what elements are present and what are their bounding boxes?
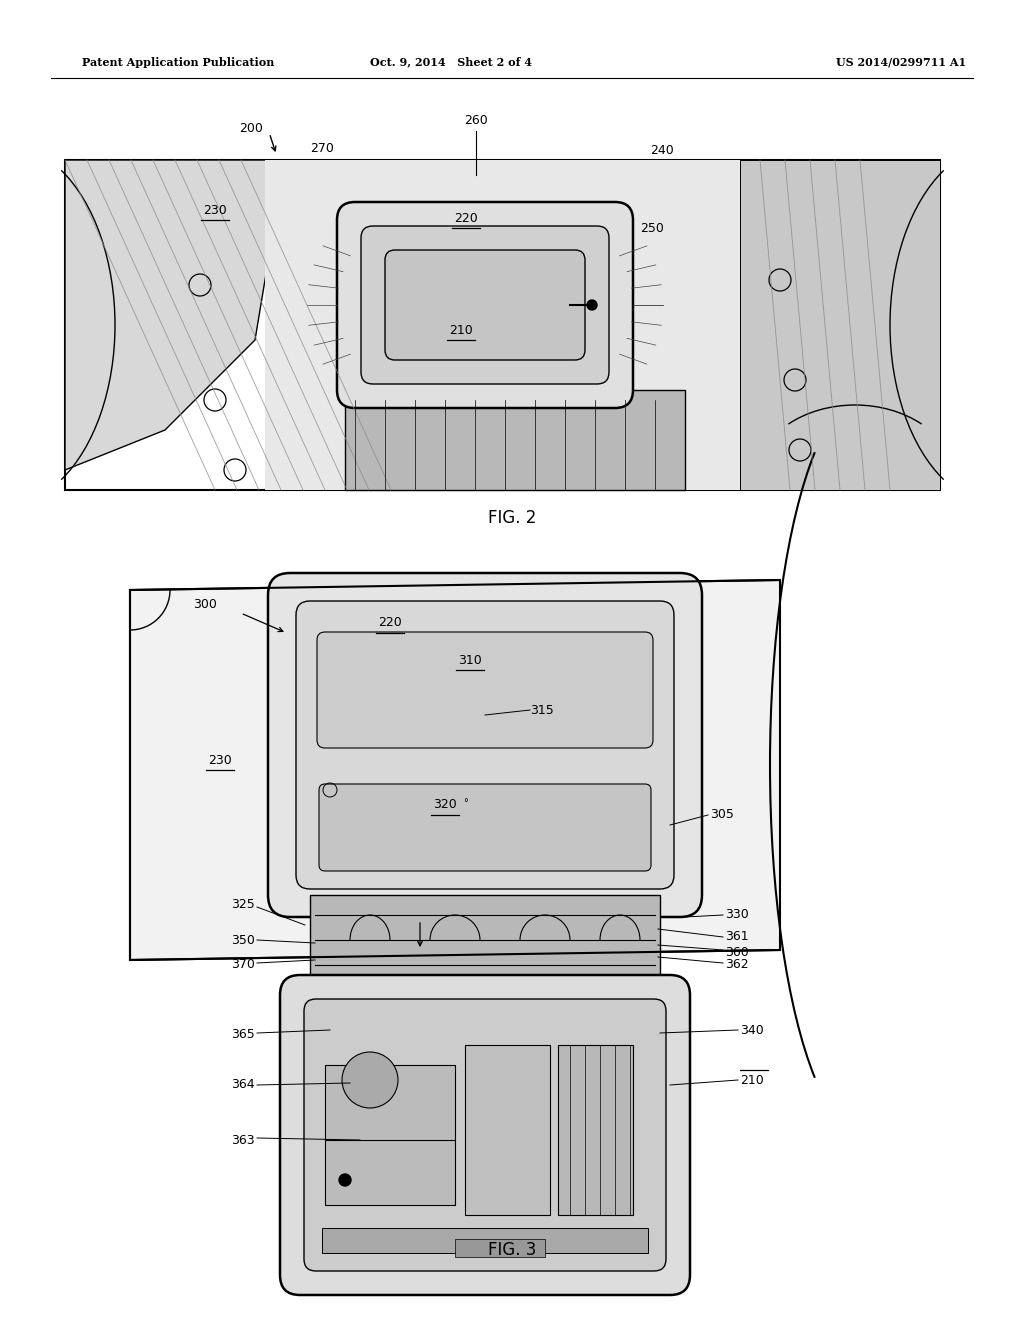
Text: 260: 260 <box>464 114 488 127</box>
Text: FIG. 3: FIG. 3 <box>487 1241 537 1259</box>
Bar <box>325 1065 455 1205</box>
Text: 364: 364 <box>231 1078 255 1092</box>
Text: 230: 230 <box>203 203 227 216</box>
Text: Oct. 9, 2014   Sheet 2 of 4: Oct. 9, 2014 Sheet 2 of 4 <box>370 57 531 67</box>
Text: 210: 210 <box>740 1073 764 1086</box>
Text: 365: 365 <box>231 1028 255 1041</box>
Text: 370: 370 <box>231 958 255 972</box>
Text: 361: 361 <box>725 931 749 944</box>
Polygon shape <box>740 160 940 490</box>
Circle shape <box>587 300 597 310</box>
Text: 305: 305 <box>710 808 734 821</box>
FancyBboxPatch shape <box>268 573 702 917</box>
Text: 300: 300 <box>193 598 217 611</box>
Polygon shape <box>130 579 780 960</box>
Text: 200: 200 <box>239 121 263 135</box>
FancyBboxPatch shape <box>317 632 653 748</box>
Bar <box>65 160 940 490</box>
FancyBboxPatch shape <box>319 784 651 871</box>
Circle shape <box>339 1173 351 1185</box>
Text: 330: 330 <box>725 908 749 921</box>
Polygon shape <box>65 160 285 470</box>
Bar <box>322 1228 648 1253</box>
FancyBboxPatch shape <box>304 999 666 1271</box>
Text: 362: 362 <box>725 958 749 972</box>
Text: 220: 220 <box>454 211 478 224</box>
Bar <box>558 1045 633 1214</box>
Text: 210: 210 <box>449 323 473 337</box>
Circle shape <box>342 1052 398 1107</box>
FancyBboxPatch shape <box>337 202 633 408</box>
FancyBboxPatch shape <box>296 601 674 888</box>
Text: US 2014/0299711 A1: US 2014/0299711 A1 <box>836 57 967 67</box>
Text: 240: 240 <box>650 144 674 157</box>
Text: 360: 360 <box>725 945 749 958</box>
Bar <box>345 389 685 490</box>
Text: 320: 320 <box>433 799 457 812</box>
Text: FIG. 2: FIG. 2 <box>487 510 537 527</box>
Text: 230: 230 <box>208 754 231 767</box>
Bar <box>310 895 660 985</box>
Text: 270: 270 <box>310 141 335 154</box>
Text: °: ° <box>463 799 468 808</box>
Bar <box>465 1045 550 1214</box>
Text: 340: 340 <box>740 1023 764 1036</box>
Text: 325: 325 <box>231 899 255 912</box>
Text: 250: 250 <box>640 222 664 235</box>
Text: Patent Application Publication: Patent Application Publication <box>82 57 274 67</box>
Bar <box>455 1239 545 1257</box>
FancyBboxPatch shape <box>361 226 609 384</box>
Text: 350: 350 <box>231 933 255 946</box>
FancyBboxPatch shape <box>280 975 690 1295</box>
Text: 220: 220 <box>378 616 401 630</box>
FancyBboxPatch shape <box>385 249 585 360</box>
Text: 310: 310 <box>458 653 482 667</box>
Text: 315: 315 <box>530 704 554 717</box>
Text: 363: 363 <box>231 1134 255 1147</box>
Bar <box>265 160 790 490</box>
